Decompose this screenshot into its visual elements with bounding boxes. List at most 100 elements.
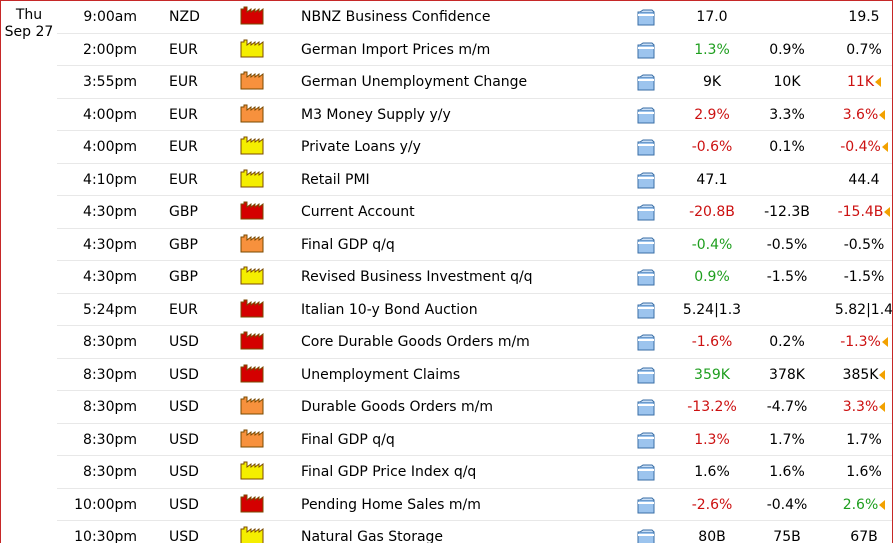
event-name[interactable]: Final GDP Price Index q/q (301, 464, 477, 480)
detail-folder-icon[interactable] (637, 139, 655, 156)
impact-low-icon (240, 461, 264, 480)
event-currency: NZD (169, 9, 200, 25)
event-row[interactable]: 4:30pm GBP Final GDP q/q -0.4% -0.5% -0.5% (57, 229, 892, 261)
event-row[interactable]: 10:30pm USD Natural Gas Storage 80B 75B 67B (57, 521, 892, 543)
event-name[interactable]: NBNZ Business Confidence (301, 9, 491, 25)
impact-medium-icon (240, 396, 264, 415)
detail-folder-icon[interactable] (637, 42, 655, 59)
event-currency: EUR (169, 41, 198, 58)
event-row[interactable]: 2:00pm EUR German Import Prices m/m 1.3% 0.9… (57, 34, 892, 66)
impact-medium-icon (240, 429, 264, 448)
event-actual: 9K (702, 74, 722, 90)
event-previous: -1.5% (819, 261, 892, 293)
previous-value: 1.6% (846, 464, 882, 480)
event-name[interactable]: Core Durable Goods Orders m/m (301, 334, 530, 350)
event-currency: EUR (169, 139, 198, 155)
detail-folder-icon[interactable] (637, 367, 655, 384)
detail-folder-icon[interactable] (637, 9, 655, 26)
detail-folder-icon[interactable] (637, 334, 655, 351)
detail-folder-icon[interactable] (637, 464, 655, 481)
event-actual: 1.3% (694, 41, 730, 58)
detail-folder-icon[interactable] (637, 237, 655, 254)
detail-folder-icon[interactable] (637, 172, 655, 189)
impact-high-icon (240, 494, 264, 513)
event-name[interactable]: M3 Money Supply y/y (301, 106, 451, 123)
previous-value: 1.7% (846, 431, 882, 448)
event-actual: 359K (694, 366, 730, 383)
event-row[interactable]: 5:24pm EUR Italian 10-y Bond Auction 5.24|1… (57, 294, 892, 326)
event-row[interactable]: 4:00pm EUR Private Loans y/y -0.6% 0.1% -0.4% (57, 131, 892, 164)
event-row[interactable]: 8:30pm USD Unemployment Claims 359K 378K 385K (57, 359, 892, 391)
event-forecast: 378K (769, 366, 805, 383)
event-row[interactable]: 4:10pm EUR Retail PMI 47.1 44.4 (57, 164, 892, 196)
revision-marker-icon[interactable] (879, 369, 886, 380)
revision-marker-icon[interactable] (884, 207, 891, 217)
event-row[interactable]: 4:00pm EUR M3 Money Supply y/y 2.9% 3.3% 3.6% (57, 99, 892, 131)
event-name[interactable]: Natural Gas Storage (301, 529, 444, 543)
event-currency: EUR (169, 301, 198, 318)
event-name[interactable]: Final GDP q/q (301, 236, 395, 253)
event-row[interactable]: 4:30pm GBP Revised Business Investment q/q… (57, 261, 892, 294)
event-name[interactable]: Pending Home Sales m/m (301, 496, 481, 513)
detail-folder-icon[interactable] (637, 302, 655, 319)
revision-marker-icon[interactable] (881, 142, 888, 152)
detail-folder-icon[interactable] (637, 74, 655, 91)
event-name[interactable]: Final GDP q/q (301, 431, 395, 448)
impact-high-icon (240, 201, 264, 220)
event-actual: -0.4% (691, 236, 733, 253)
revision-marker-icon[interactable] (879, 109, 886, 120)
event-row[interactable]: 8:30pm USD Final GDP q/q 1.3% 1.7% 1.7% (57, 424, 892, 456)
event-row[interactable]: 8:30pm USD Final GDP Price Index q/q 1.6% 1.… (57, 456, 892, 489)
event-forecast: 0.1% (769, 139, 805, 155)
detail-folder-icon[interactable] (637, 432, 655, 449)
impact-high-icon (240, 299, 264, 318)
previous-value: 0.7% (846, 41, 882, 58)
detail-folder-icon[interactable] (637, 497, 655, 514)
event-time: 4:00pm (83, 139, 137, 155)
event-name[interactable]: Italian 10-y Bond Auction (301, 301, 478, 318)
revision-marker-icon[interactable] (879, 402, 886, 412)
event-row[interactable]: 8:30pm USD Durable Goods Orders m/m -13.2% -… (57, 391, 892, 424)
event-name[interactable]: German Unemployment Change (301, 74, 528, 90)
event-name[interactable]: Private Loans y/y (301, 139, 421, 155)
event-name[interactable]: Current Account (301, 204, 415, 220)
event-forecast: -1.5% (766, 269, 808, 285)
event-forecast (757, 294, 817, 326)
event-time: 3:55pm (83, 74, 137, 90)
detail-folder-icon[interactable] (637, 399, 655, 416)
event-row[interactable]: 10:00pm USD Pending Home Sales m/m -2.6% -0.… (57, 489, 892, 521)
revision-marker-icon[interactable] (875, 77, 881, 87)
previous-value: 3.3% (842, 399, 879, 415)
event-currency: GBP (169, 236, 198, 253)
event-row[interactable]: 9:00am NZD NBNZ Business Confidence 17.0 19.… (57, 1, 892, 34)
event-previous: 2.6% (819, 489, 892, 521)
event-name[interactable]: German Import Prices m/m (301, 41, 491, 58)
event-row[interactable]: 3:55pm EUR German Unemployment Change 9K 10K… (57, 66, 892, 99)
revision-marker-icon[interactable] (881, 337, 888, 347)
event-previous: 0.7% (819, 34, 892, 66)
event-currency: EUR (169, 171, 198, 188)
event-previous: 1.7% (819, 424, 892, 456)
event-row[interactable]: 4:30pm GBP Current Account -20.8B -12.3B -15.… (57, 196, 892, 229)
impact-low-icon (240, 526, 264, 543)
revision-marker-icon[interactable] (879, 499, 886, 510)
event-currency: GBP (169, 204, 198, 220)
event-name[interactable]: Revised Business Investment q/q (301, 269, 533, 285)
detail-folder-icon[interactable] (637, 269, 655, 286)
impact-high-icon (240, 6, 264, 25)
event-time: 8:30pm (83, 399, 137, 415)
event-time: 8:30pm (83, 431, 137, 448)
event-time: 5:24pm (83, 301, 137, 318)
event-name[interactable]: Unemployment Claims (301, 366, 461, 383)
previous-value: 44.4 (848, 171, 880, 188)
event-actual: 5.24|1.3 (682, 301, 742, 318)
event-row[interactable]: 8:30pm USD Core Durable Goods Orders m/m -1… (57, 326, 892, 359)
detail-folder-icon[interactable] (637, 204, 655, 221)
event-name[interactable]: Retail PMI (301, 171, 370, 188)
detail-folder-icon[interactable] (637, 107, 655, 124)
event-time: 8:30pm (83, 366, 137, 383)
previous-value: 3.6% (842, 106, 879, 123)
impact-medium-icon (240, 234, 264, 253)
event-name[interactable]: Durable Goods Orders m/m (301, 399, 493, 415)
detail-folder-icon[interactable] (637, 529, 655, 543)
